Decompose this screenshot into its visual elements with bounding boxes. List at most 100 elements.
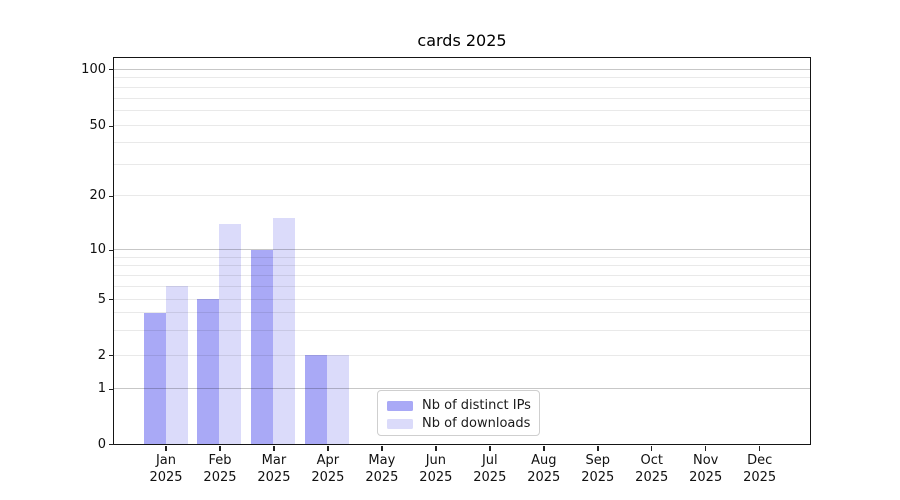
x-tick-month: Mar <box>261 453 287 468</box>
x-tick-label-apr: Apr 2025 <box>296 452 360 486</box>
gridline-minor-50 <box>113 125 810 127</box>
x-tick-year: 2025 <box>581 470 615 485</box>
x-tick-mark-nov <box>704 446 707 451</box>
bar-nb-of-downloads-feb <box>219 223 242 444</box>
x-tick-mark-feb <box>219 446 221 451</box>
x-tick-mark-sep <box>597 446 599 451</box>
x-tick-mark-aug <box>543 446 545 451</box>
x-tick-label-oct: Oct 2025 <box>620 452 684 486</box>
x-tick-year: 2025 <box>635 470 669 485</box>
gridline-minor-3 <box>113 329 810 331</box>
x-tick-label-sep: Sep 2025 <box>566 452 630 486</box>
x-tick-label-may: May 2025 <box>350 452 414 486</box>
y-tick-mark-20 <box>109 195 114 198</box>
y-tick-label-100: 100 <box>81 61 106 77</box>
y-tick-label-2: 2 <box>97 347 106 363</box>
x-tick-label-jun: Jun 2025 <box>404 452 468 486</box>
x-tick-month: Feb <box>208 453 232 468</box>
legend-item: Nb of distinct IPs <box>387 397 539 414</box>
chart-title: cards 2025 <box>417 31 507 50</box>
y-tick-label-1: 1 <box>97 381 106 397</box>
x-tick-label-jul: Jul 2025 <box>458 452 522 486</box>
x-tick-label-feb: Feb 2025 <box>188 452 252 486</box>
x-tick-month: Dec <box>747 453 773 468</box>
x-tick-year: 2025 <box>257 470 291 485</box>
legend: Nb of distinct IPs Nb of downloads <box>377 390 540 436</box>
bar-nb-of-downloads-apr <box>327 355 350 444</box>
x-tick-label-dec: Dec 2025 <box>728 452 792 486</box>
x-tick-mark-oct <box>650 446 653 451</box>
bars-layer <box>114 58 811 444</box>
x-tick-month: Jun <box>425 453 446 468</box>
gridline-minor-4 <box>113 312 810 314</box>
legend-swatch <box>387 400 413 411</box>
gridline-minor-30 <box>113 164 810 166</box>
y-tick-mark-5 <box>109 298 114 301</box>
gridline-minor-60 <box>113 110 810 112</box>
x-tick-mark-jul <box>489 446 491 451</box>
legend-item: Nb of downloads <box>387 415 539 432</box>
bar-nb-of-distinct-ips-feb <box>197 299 220 444</box>
legend-swatch <box>387 418 413 429</box>
x-tick-year: 2025 <box>419 470 453 485</box>
gridline-minor-90 <box>113 77 810 79</box>
bar-nb-of-downloads-jan <box>165 286 188 444</box>
y-tick-label-20: 20 <box>89 188 106 204</box>
bar-nb-of-distinct-ips-apr <box>305 355 328 444</box>
x-tick-year: 2025 <box>473 470 507 485</box>
x-tick-year: 2025 <box>743 470 777 485</box>
y-tick-mark-50 <box>109 125 114 128</box>
gridline-minor-20 <box>113 195 810 197</box>
x-tick-year: 2025 <box>311 470 345 485</box>
x-tick-mark-apr <box>327 446 329 451</box>
x-tick-label-nov: Nov 2025 <box>674 452 738 486</box>
x-tick-month: Oct <box>640 453 663 468</box>
y-tick-label-10: 10 <box>89 242 106 258</box>
x-tick-mark-dec <box>758 446 761 451</box>
y-tick-mark-100 <box>109 68 114 71</box>
y-tick-label-50: 50 <box>89 118 106 134</box>
gridline-minor-7 <box>113 274 810 276</box>
x-tick-month: Apr <box>316 453 340 468</box>
y-tick-mark-10 <box>109 249 114 252</box>
x-tick-year: 2025 <box>365 470 399 485</box>
x-tick-mark-jan <box>165 446 167 451</box>
gridlines-layer <box>113 58 810 444</box>
x-tick-label-aug: Aug 2025 <box>512 452 576 486</box>
gridline-minor-8 <box>113 265 810 267</box>
y-tick-mark-0 <box>109 443 114 446</box>
legend-label: Nb of downloads <box>422 416 531 431</box>
y-tick-label-0: 0 <box>97 436 106 452</box>
gridline-minor-5 <box>113 298 810 300</box>
gridline-minor-40 <box>113 142 810 144</box>
bar-nb-of-downloads-mar <box>273 218 296 444</box>
x-tick-label-jan: Jan 2025 <box>134 452 198 486</box>
y-tick-mark-2 <box>109 354 114 357</box>
x-tick-year: 2025 <box>689 470 723 485</box>
x-tick-mark-jun <box>435 446 437 451</box>
x-tick-year: 2025 <box>149 470 183 485</box>
x-tick-year: 2025 <box>203 470 237 485</box>
plot-area <box>112 57 811 445</box>
gridline-minor-9 <box>113 256 810 258</box>
gridline-major-100 <box>113 68 810 70</box>
gridline-major-10 <box>113 249 810 251</box>
x-tick-month: Nov <box>693 453 719 468</box>
bar-nb-of-distinct-ips-mar <box>251 249 274 444</box>
x-tick-mark-mar <box>273 446 275 451</box>
y-tick-mark-1 <box>109 388 114 391</box>
gridline-minor-2 <box>113 354 810 356</box>
legend-label: Nb of distinct IPs <box>422 398 531 413</box>
y-tick-label-5: 5 <box>97 291 106 307</box>
gridline-minor-80 <box>113 86 810 88</box>
gridline-minor-70 <box>113 97 810 99</box>
x-tick-month: Sep <box>585 453 610 468</box>
bar-nb-of-distinct-ips-jan <box>143 312 166 444</box>
x-tick-month: Jul <box>481 453 498 468</box>
x-tick-mark-may <box>381 446 383 451</box>
x-tick-label-mar: Mar 2025 <box>242 452 306 486</box>
gridline-major-1 <box>113 388 810 390</box>
x-tick-year: 2025 <box>527 470 561 485</box>
gridline-minor-6 <box>113 285 810 287</box>
